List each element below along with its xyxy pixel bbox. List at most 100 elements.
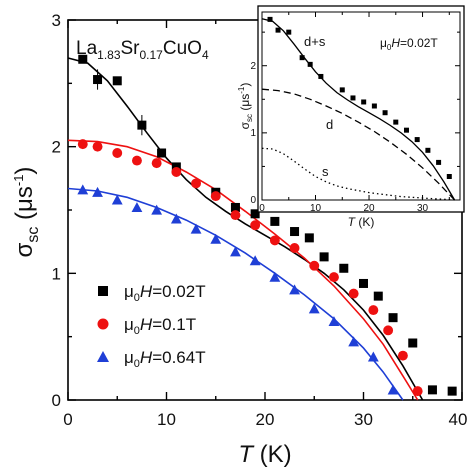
data-point-series-2 [308,303,320,314]
inset-panel [257,5,465,213]
inset-data-point [307,61,313,67]
inset-y-tick-label: 0 [250,195,256,206]
data-point-series-2 [131,202,143,213]
data-point-series-0 [408,338,418,348]
data-point-series-2 [111,194,123,205]
inset-y-tick-label: 1 [250,128,256,139]
inset-y-tick-label: 2 [250,61,256,72]
legend-label: μ0H=0.1T [124,315,196,337]
data-point-series-2 [387,384,399,395]
data-point-series-1 [210,191,221,202]
inset-axis-ticks [261,12,460,201]
legend-marker-triangle [97,351,109,362]
data-point-series-0 [359,278,368,288]
data-point-series-1 [230,210,241,221]
data-point-series-1 [191,178,201,189]
fit-curve-series-1 [67,139,419,401]
main-data-points [77,54,457,397]
inset-data-point [339,87,345,93]
data-point-series-2 [230,246,241,257]
data-point-series-1 [250,220,261,231]
data-point-series-1 [309,260,320,271]
inset-data-point [403,127,409,133]
inset-data-point [414,137,420,143]
legend-marker-square [98,286,108,296]
inset-x-tick-label: 10 [310,203,322,214]
inset-data-point [275,27,281,33]
data-point-series-0 [373,291,383,301]
inset-data-point [382,110,388,116]
data-point-series-0 [388,313,398,323]
fit-curve-series-2 [67,187,404,401]
legend: μ0H=0.02T μ0H=0.1T μ0H=0.64T [97,282,206,370]
data-point-series-2 [170,213,182,224]
data-point-series-0 [112,76,122,86]
data-point-series-0 [290,227,300,237]
data-point-series-1 [397,350,408,361]
inset-data-point [361,99,367,105]
data-point-series-1 [368,305,379,316]
data-point-series-0 [93,75,103,85]
data-point-series-0 [339,263,349,273]
data-point-series-2 [289,284,300,295]
data-point-series-0 [319,252,329,262]
inset-data-points [267,16,452,179]
inset-data-point [318,73,324,79]
main-y-tick-label: 0 [52,391,61,410]
data-point-series-2 [151,204,163,215]
data-point-series-0 [270,216,280,226]
data-point-series-1 [348,288,359,299]
data-point-series-0 [304,233,314,243]
data-point-series-0 [137,120,147,130]
data-point-series-1 [383,325,394,336]
data-point-series-1 [132,155,142,166]
inset-curve-d+s [261,18,456,201]
data-point-series-2 [249,255,261,266]
inset-data-point [299,55,305,61]
inset-curve-s [261,147,455,201]
inset-data-point [350,95,356,101]
inset-plot: 0 10 20 30 0 1 2 T (K) σsc (μs-1) μ0H=0.… [237,5,465,229]
inset-data-point [267,16,273,22]
main-x-tick-label: 20 [256,410,275,429]
inset-data-point [436,159,442,165]
legend-marker-circle [97,318,109,330]
inset-data-point [393,119,399,125]
main-plot: 0 10 20 30 40 0 1 2 3 T (K) σsc (μs-1) L… [11,11,467,468]
inset-data-point [446,174,452,179]
inset-curves [261,18,456,201]
main-y-tick-label: 3 [52,11,61,30]
data-point-series-1 [289,243,300,253]
data-point-series-2 [328,316,340,327]
data-point-series-2 [367,351,379,362]
inset-curve-label-ds: d+s [304,34,326,49]
inset-x-tick-label: 0 [259,203,265,214]
main-x-tick-label: 10 [157,410,176,429]
main-x-tick-label: 40 [449,410,468,429]
main-x-tick-label: 30 [354,410,373,429]
data-point-series-1 [151,158,162,169]
data-point-series-1 [112,148,123,158]
inset-y-axis-label: σsc (μs-1) [237,83,255,130]
legend-label: μ0H=0.64T [124,348,206,370]
data-point-series-0 [447,386,457,396]
data-point-series-0 [427,385,437,395]
inset-data-point [371,103,377,109]
data-point-series-2 [77,184,89,195]
data-point-series-0 [230,202,240,212]
main-fit-curves [67,57,424,401]
inset-x-tick-label: 20 [363,203,375,214]
data-point-series-0 [171,162,181,172]
data-point-series-1 [92,141,103,152]
data-point-series-2 [92,186,103,197]
data-point-series-1 [77,139,88,150]
data-point-series-0 [250,209,260,219]
data-point-series-1 [329,272,339,283]
data-point-series-2 [210,233,222,244]
legend-label: μ0H=0.02T [124,282,206,304]
inset-plot-frame [261,11,461,201]
main-y-axis-label: σsc (μs-1) [11,167,44,258]
inset-curve-label-s: s [322,164,329,179]
main-x-axis-label: T (K) [238,441,291,468]
